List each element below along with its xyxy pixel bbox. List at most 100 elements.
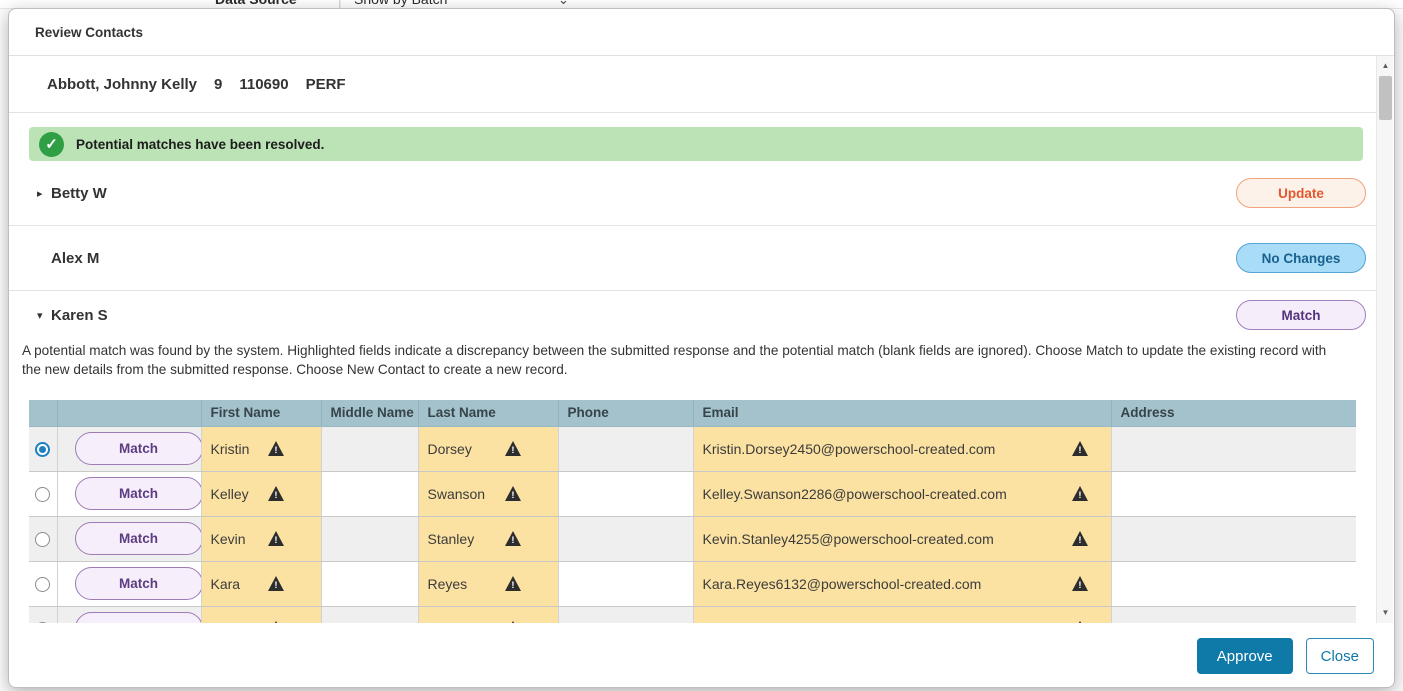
cell-phone: [558, 606, 694, 623]
contact-section-karen[interactable]: ▾ Karen S Match: [9, 291, 1378, 339]
contact-name: Karen S: [51, 306, 108, 324]
approve-button[interactable]: Approve: [1196, 638, 1293, 674]
section-match-button[interactable]: Match: [1236, 300, 1366, 330]
warning-icon: [504, 441, 522, 456]
warning-icon: [504, 531, 522, 546]
expand-arrow-icon[interactable]: ▾: [37, 309, 43, 322]
contact-section-betty[interactable]: ▸ Betty W Update: [9, 161, 1378, 226]
header-first-name: First Name: [201, 400, 322, 427]
table-row: Match Kelley Swanson Kelley.Swanson2286@…: [29, 471, 1356, 517]
background-text-show-by-batch: Show by Batch: [354, 0, 447, 7]
cell-last-name: Reyes: [427, 575, 468, 592]
cell-phone: [558, 516, 694, 562]
cell-middle-name: [321, 426, 419, 472]
modal-title: Review Contacts: [35, 24, 144, 40]
success-banner-text: Potential matches have been resolved.: [76, 136, 325, 152]
header-address: Address: [1111, 400, 1356, 427]
cell-phone: [558, 471, 694, 517]
success-banner: ✓ Potential matches have been resolved.: [29, 127, 1363, 161]
match-description-text: A potential match was found by the syste…: [22, 343, 1327, 377]
cell-email: Kara.Reyes6132@powerschool-created.com: [702, 575, 982, 592]
student-number: 110690: [239, 75, 289, 93]
warning-icon: [267, 621, 285, 623]
header-email: Email: [693, 400, 1112, 427]
close-button[interactable]: Close: [1305, 638, 1374, 674]
cell-address: [1111, 516, 1356, 562]
background-text-data-source: Data Source: [215, 0, 297, 7]
header-last-name: Last Name: [418, 400, 559, 427]
cell-email: Kevin.Stanley4255@powerschool-created.co…: [702, 530, 994, 547]
scrollbar-thumb[interactable]: [1379, 76, 1392, 120]
warning-icon: [267, 441, 285, 456]
row-match-button[interactable]: Match: [74, 567, 200, 600]
warning-icon: [1071, 486, 1089, 501]
warning-icon: [267, 576, 285, 591]
cell-first-name: Kara: [210, 575, 241, 592]
vertical-scrollbar[interactable]: ▲ ▼: [1376, 56, 1393, 623]
modal-footer: Approve Close: [9, 623, 1394, 687]
collapse-arrow-icon[interactable]: ▸: [37, 187, 43, 200]
cell-phone: [558, 426, 694, 472]
modal-body: Abbott, Johnny Kelly 9 110690 PERF ✓ Pot…: [9, 56, 1394, 623]
match-radio[interactable]: [35, 441, 51, 457]
row-match-button[interactable]: Match: [74, 477, 200, 510]
potential-match-table: First Name Middle Name Last Name Phone E…: [29, 400, 1356, 623]
contact-name: Betty W: [51, 184, 107, 202]
match-radio[interactable]: [35, 486, 51, 502]
warning-icon: [504, 621, 522, 623]
cell-last-name: Swanson: [427, 485, 486, 502]
cell-address: [1111, 426, 1356, 472]
chevron-down-icon: ⌄: [558, 0, 569, 8]
table-row: Match Kristin Dorsey Kristin.Dorsey2450@…: [29, 426, 1356, 472]
check-circle-icon: ✓: [39, 131, 64, 157]
cell-middle-name: [321, 471, 419, 517]
cell-email: Kristin.Dorsey2450@powerschool-created.c…: [702, 440, 996, 457]
cell-first-name: Kristin: [210, 440, 250, 457]
warning-icon: [1071, 441, 1089, 456]
row-match-button[interactable]: Match: [74, 432, 200, 465]
row-match-button[interactable]: Match: [74, 522, 200, 555]
warning-icon: [1071, 621, 1089, 623]
cell-phone: [558, 561, 694, 607]
header-phone: Phone: [558, 400, 694, 427]
warning-icon: [267, 486, 285, 501]
cell-middle-name: [321, 606, 419, 623]
contact-name: Alex M: [51, 249, 100, 267]
match-radio[interactable]: [35, 621, 51, 623]
modal-scroll-content: Abbott, Johnny Kelly 9 110690 PERF ✓ Pot…: [9, 56, 1378, 623]
match-radio[interactable]: [35, 531, 51, 547]
contact-section-alex[interactable]: Alex M No Changes: [9, 226, 1378, 291]
scroll-up-icon[interactable]: ▲: [1381, 61, 1390, 70]
cell-middle-name: [321, 561, 419, 607]
toolbar-divider: |: [338, 0, 342, 9]
student-info-row: Abbott, Johnny Kelly 9 110690 PERF: [9, 56, 1378, 113]
modal-header: Review Contacts: [9, 9, 1394, 56]
match-radio[interactable]: [35, 576, 51, 592]
header-radio: [29, 400, 58, 427]
header-middle-name: Middle Name: [321, 400, 419, 427]
cell-address: [1111, 561, 1356, 607]
cell-last-name: Stanley: [427, 530, 475, 547]
cell-first-name: Kelley: [210, 485, 249, 502]
review-contacts-modal: Review Contacts Abbott, Johnny Kelly 9 1…: [8, 8, 1395, 688]
update-button[interactable]: Update: [1236, 178, 1366, 208]
warning-icon: [1071, 576, 1089, 591]
warning-icon: [267, 531, 285, 546]
cell-address: [1111, 606, 1356, 623]
row-match-button[interactable]: Match: [74, 612, 200, 623]
cell-first-name: Kevin: [210, 530, 246, 547]
header-action: [57, 400, 202, 427]
table-row: Match Kara Reyes Kara.Reyes6132@powersch…: [29, 561, 1356, 607]
warning-icon: [504, 576, 522, 591]
table-row: Match Kevin Stanley Kevin.Stanley4255@po…: [29, 516, 1356, 562]
scroll-down-icon[interactable]: ▼: [1381, 608, 1390, 617]
warning-icon: [504, 486, 522, 501]
student-grade: 9: [214, 75, 223, 93]
cell-address: [1111, 471, 1356, 517]
table-header-row: First Name Middle Name Last Name Phone E…: [29, 400, 1356, 427]
no-changes-button[interactable]: No Changes: [1236, 243, 1366, 273]
table-row: Match: [29, 606, 1356, 623]
cell-email: Kelley.Swanson2286@powerschool-created.c…: [702, 485, 1007, 502]
cell-middle-name: [321, 516, 419, 562]
cell-last-name: Dorsey: [427, 440, 472, 457]
